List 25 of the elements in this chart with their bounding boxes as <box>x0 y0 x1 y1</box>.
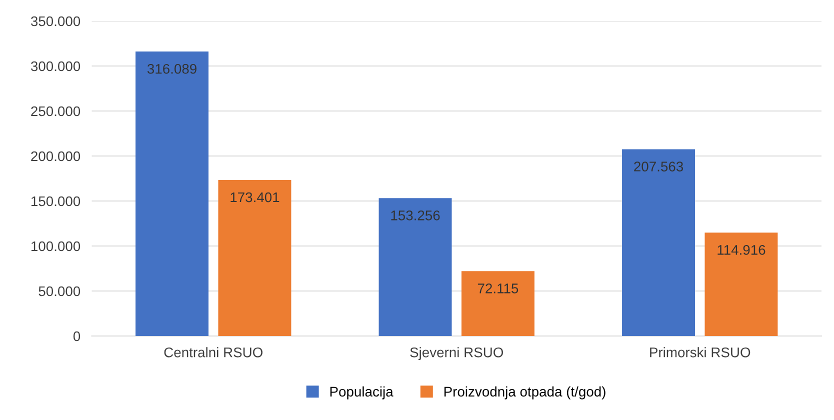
y-tick-label: 350.000 <box>30 16 80 26</box>
data-label: 207.563 <box>634 162 684 172</box>
y-tick-label: 50.000 <box>38 286 80 296</box>
bar <box>218 180 292 336</box>
bar <box>622 149 695 336</box>
data-label: 153.256 <box>391 210 440 220</box>
bar <box>378 198 452 336</box>
y-tick-label: 150.000 <box>31 196 80 206</box>
data-label: 72.115 <box>478 284 518 294</box>
bar <box>461 271 534 336</box>
legend-label: Proizvodnja otpada (t/god) <box>444 386 606 400</box>
y-tick-label: 300.000 <box>30 61 80 72</box>
bar <box>136 52 208 336</box>
data-label: 114.916 <box>718 244 766 255</box>
data-label: 173.401 <box>230 192 280 202</box>
x-tick-label: Sjeverni RSUO <box>410 347 504 360</box>
bar <box>704 232 778 336</box>
y-tick-label: 100.000 <box>31 241 80 252</box>
y-tick-label: 200.000 <box>31 151 80 162</box>
x-tick-label: Centralni RSUO <box>164 347 262 358</box>
y-tick-label: 250.000 <box>31 106 80 116</box>
legend-label: Populacija <box>330 386 394 400</box>
data-label: 316.089 <box>147 64 196 74</box>
y-tick-label: 0 <box>73 331 80 342</box>
x-tick-label: Primorski RSUO <box>650 347 750 358</box>
